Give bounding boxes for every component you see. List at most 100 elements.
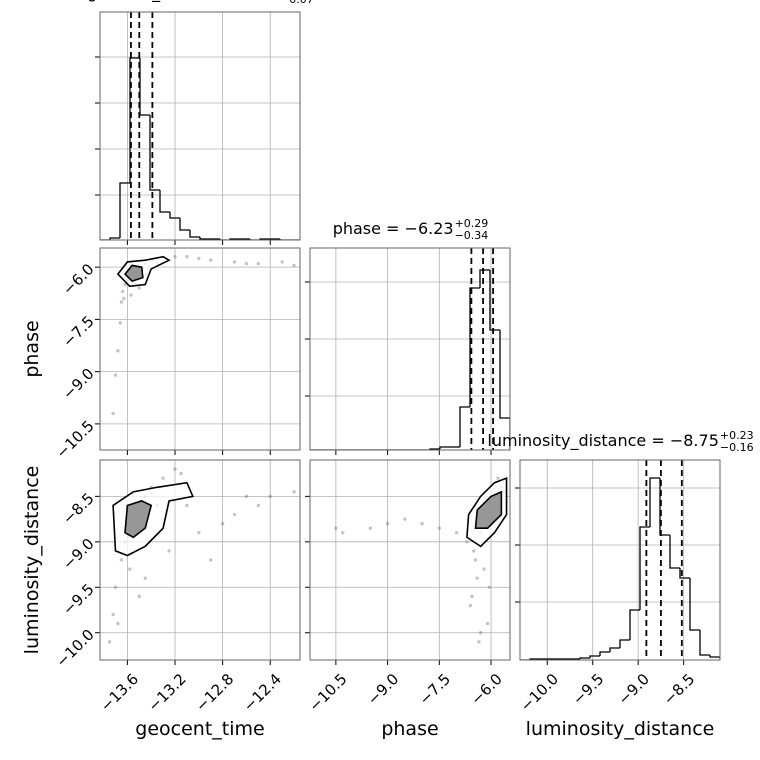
sample-point (197, 531, 201, 535)
sample-point (185, 255, 189, 259)
x-tick-label: −10.5 (305, 670, 350, 715)
hist-bin (689, 578, 700, 631)
panel-title: phase = −6.23 (333, 219, 454, 238)
hist-bin (639, 526, 650, 610)
title-lower: −0.16 (720, 441, 754, 454)
sample-point (179, 471, 183, 476)
hist-bin (489, 270, 500, 331)
sample-point (120, 289, 125, 294)
sample-point (116, 621, 120, 626)
sample-point (487, 585, 492, 589)
sample-point (292, 263, 296, 268)
panel-frame (99, 11, 301, 241)
hist-bin (139, 58, 150, 116)
hist-bin (699, 630, 710, 656)
sample-point (385, 521, 390, 526)
sample-point (292, 490, 296, 494)
title-upper: +0.29 (455, 217, 489, 230)
x-axis-label: luminosity_distance (526, 718, 715, 740)
sample-point (268, 494, 272, 499)
hist-bin (439, 446, 450, 449)
sample-point (137, 594, 141, 599)
contour (474, 490, 503, 529)
contour (123, 264, 144, 282)
hist-bin (599, 651, 610, 656)
sample-point (334, 526, 338, 530)
sample-point (113, 373, 118, 377)
sample-point (118, 321, 122, 325)
sample-point (137, 286, 141, 290)
sample-point (341, 531, 345, 535)
panel: −10.0 −9.5 −9.0 −8.5 luminosity_distance = −… (487, 429, 753, 740)
sample-point (470, 594, 474, 599)
sample-point (244, 494, 249, 499)
sample-point (368, 526, 373, 530)
hist-bin (109, 237, 120, 240)
x-tick-label: −13.6 (97, 670, 142, 715)
x-tick-label: −9.0 (614, 670, 652, 708)
hist-bin (499, 330, 510, 450)
x-tick-label: −6.0 (467, 670, 505, 708)
panel: −13.6 −13.2 −12.8 −12.4 −10.0 −9.5 −9.0 −8.5 geo… (21, 459, 301, 740)
sample-point (119, 300, 124, 304)
panel-frame (99, 459, 301, 661)
panel-title: geocent_time = −13.50 (87, 0, 279, 3)
x-tick-label: −7.5 (416, 670, 454, 708)
sample-point (167, 549, 171, 553)
title-upper: +0.23 (720, 429, 754, 442)
hist-bin (159, 190, 170, 213)
contour (112, 481, 194, 557)
hist-bin (619, 639, 630, 648)
hist-bin (479, 269, 490, 288)
panel: −10.5 −9.0 −7.5 −6.0 phase (305, 459, 511, 740)
sample-point (482, 567, 486, 571)
hist-bin (279, 239, 290, 240)
hist-bin (199, 237, 210, 240)
sample-point (173, 255, 177, 259)
title-lower: −0.34 (455, 229, 489, 242)
hist-bin (459, 406, 470, 447)
hist-bin (219, 239, 230, 240)
sample-point (107, 640, 112, 644)
sample-point (111, 411, 115, 416)
y-tick-label: −8.5 (59, 489, 97, 527)
sample-point (113, 585, 118, 589)
y-axis-label: phase (21, 320, 43, 377)
sample-point (485, 621, 490, 626)
hist-bin (119, 182, 130, 238)
sample-point (143, 576, 147, 580)
panel-frame (309, 459, 511, 661)
sample-point (220, 521, 225, 526)
hist-bin (579, 657, 590, 659)
hist-bin (469, 287, 480, 407)
sample-point (468, 603, 473, 608)
hist-bin (189, 230, 200, 238)
panel-frame (519, 459, 721, 661)
title-lower: −0.07 (280, 0, 314, 6)
x-axis-label: geocent_time (135, 718, 264, 740)
hist-bin (709, 655, 720, 660)
sample-point (256, 503, 261, 508)
sample-point (173, 467, 177, 471)
sample-point (232, 512, 237, 517)
sample-point (496, 476, 500, 480)
sample-point (209, 258, 213, 262)
x-tick-label: −12.4 (240, 670, 285, 715)
y-tick-label: −7.5 (59, 312, 97, 350)
hist-bin (629, 609, 640, 640)
sample-point (197, 256, 201, 261)
x-tick-label: −9.5 (569, 670, 607, 708)
contour (116, 255, 171, 288)
x-tick-label: −9.0 (364, 670, 402, 708)
sample-point (477, 640, 481, 644)
panel: phase = −6.23 +0.29−0.34 (305, 217, 511, 455)
hist-bin (679, 568, 690, 579)
hist-bin (649, 477, 660, 527)
y-tick-label: −10.0 (52, 626, 97, 671)
sample-point (129, 293, 133, 297)
sample-point (119, 558, 124, 562)
sample-point (161, 476, 165, 480)
sample-point (244, 261, 249, 266)
panel-frame (99, 247, 301, 451)
